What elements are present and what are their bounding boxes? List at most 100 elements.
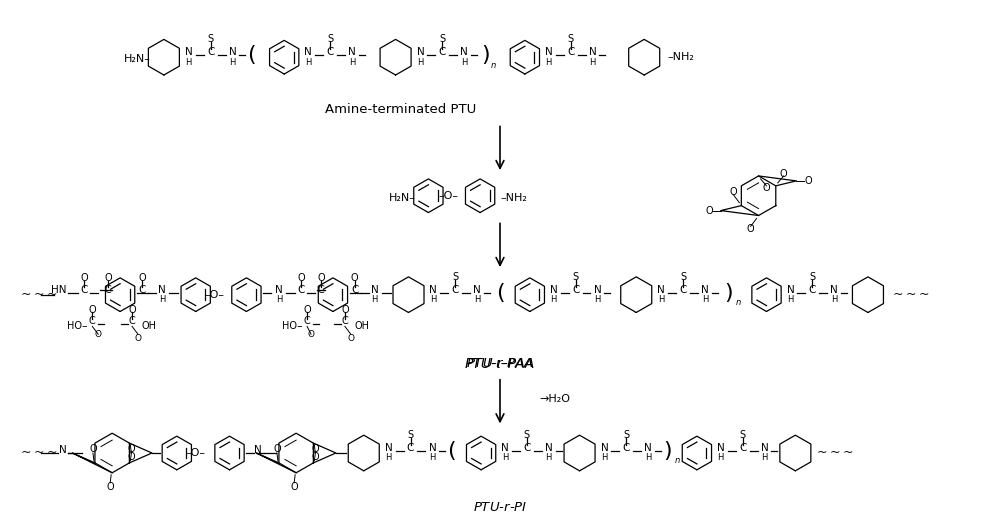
- Text: C: C: [809, 285, 816, 295]
- Text: H: H: [429, 453, 436, 462]
- Text: S: S: [623, 430, 629, 440]
- Text: N: N: [644, 443, 652, 453]
- Text: O: O: [89, 444, 97, 454]
- Text: –: –: [82, 321, 87, 331]
- Text: →H₂O: →H₂O: [540, 394, 571, 404]
- Text: O: O: [730, 187, 737, 197]
- Text: O: O: [290, 481, 298, 491]
- Text: C: C: [452, 285, 459, 295]
- Text: O: O: [317, 273, 325, 283]
- Text: N: N: [275, 285, 283, 295]
- Text: H: H: [551, 295, 557, 304]
- Text: O: O: [705, 206, 713, 216]
- Text: S: S: [439, 34, 445, 44]
- Text: n: n: [674, 457, 680, 466]
- Text: H: H: [417, 58, 424, 67]
- Text: N: N: [717, 443, 725, 453]
- Text: O: O: [747, 224, 754, 234]
- Text: HO: HO: [67, 321, 82, 331]
- Text: C: C: [138, 285, 146, 295]
- Text: O: O: [341, 305, 349, 315]
- Text: S: S: [407, 430, 414, 440]
- Text: C: C: [297, 285, 305, 295]
- Text: S: S: [327, 34, 333, 44]
- Text: N: N: [59, 445, 66, 455]
- Text: ~ ~ ~: ~ ~ ~: [21, 288, 57, 301]
- Text: Amine-terminated PTU: Amine-terminated PTU: [325, 103, 476, 116]
- Text: H: H: [186, 58, 192, 67]
- Text: n: n: [490, 61, 496, 70]
- Text: H: H: [601, 453, 608, 462]
- Text: HO: HO: [282, 321, 297, 331]
- Text: N: N: [371, 285, 379, 295]
- Text: N: N: [589, 47, 596, 57]
- Text: O: O: [128, 305, 136, 315]
- Text: S: S: [524, 430, 530, 440]
- Text: C: C: [304, 316, 310, 326]
- Text: H: H: [589, 58, 596, 67]
- Text: N: N: [701, 285, 709, 295]
- Text: C: C: [739, 443, 746, 453]
- Text: OH: OH: [142, 321, 157, 331]
- Text: C: C: [623, 443, 630, 453]
- Text: C: C: [572, 285, 579, 295]
- Text: –O–: –O–: [205, 290, 225, 300]
- Text: C: C: [129, 316, 135, 326]
- Text: O: O: [312, 444, 319, 454]
- Text: O: O: [128, 444, 135, 454]
- Text: C: C: [326, 47, 334, 57]
- Text: H: H: [305, 58, 311, 67]
- Text: N: N: [550, 285, 558, 295]
- Text: (: (: [247, 45, 256, 65]
- Text: O: O: [303, 305, 311, 315]
- Text: H: H: [372, 295, 378, 304]
- Text: H: H: [159, 295, 165, 304]
- Text: H: H: [349, 58, 355, 67]
- Text: O: O: [106, 481, 114, 491]
- Text: ~ ~ ~: ~ ~ ~: [817, 446, 854, 460]
- Text: H: H: [787, 295, 794, 304]
- Text: S: S: [452, 272, 458, 282]
- Text: N: N: [429, 443, 436, 453]
- Text: N: N: [385, 443, 392, 453]
- Text: H: H: [430, 295, 437, 304]
- Text: –NH₂: –NH₂: [500, 193, 527, 203]
- Text: C: C: [523, 443, 531, 453]
- Text: N: N: [787, 285, 794, 295]
- Text: H₂N–: H₂N–: [124, 54, 151, 64]
- Text: N: N: [594, 285, 601, 295]
- Text: H: H: [658, 295, 664, 304]
- Text: H: H: [546, 58, 552, 67]
- Text: O: O: [104, 273, 112, 283]
- Text: O: O: [312, 452, 319, 462]
- Text: O: O: [273, 444, 281, 454]
- Text: N: N: [761, 443, 768, 453]
- Text: O: O: [88, 305, 96, 315]
- Text: H: H: [546, 453, 552, 462]
- Text: H: H: [461, 58, 467, 67]
- Text: O: O: [347, 334, 354, 343]
- Text: N: N: [830, 285, 838, 295]
- Text: HN: HN: [51, 285, 66, 295]
- Text: O: O: [128, 452, 135, 462]
- Text: O: O: [308, 330, 315, 339]
- Text: C: C: [81, 285, 88, 295]
- Text: O: O: [95, 330, 102, 339]
- Text: S: S: [680, 272, 686, 282]
- Text: S: S: [568, 34, 574, 44]
- Text: O: O: [780, 169, 788, 179]
- Text: ): ): [724, 282, 733, 303]
- Text: H: H: [276, 295, 282, 304]
- Text: N: N: [501, 443, 509, 453]
- Text: (: (: [496, 282, 504, 303]
- Text: O: O: [351, 273, 359, 283]
- Text: H: H: [831, 295, 837, 304]
- Text: S: S: [208, 34, 214, 44]
- Text: S: S: [740, 430, 746, 440]
- Text: –O–: –O–: [186, 448, 206, 458]
- Text: C: C: [567, 47, 574, 57]
- Text: ~ ~ ~: ~ ~ ~: [21, 446, 57, 460]
- Text: C: C: [341, 316, 348, 326]
- Text: C: C: [679, 285, 687, 295]
- Text: H: H: [385, 453, 392, 462]
